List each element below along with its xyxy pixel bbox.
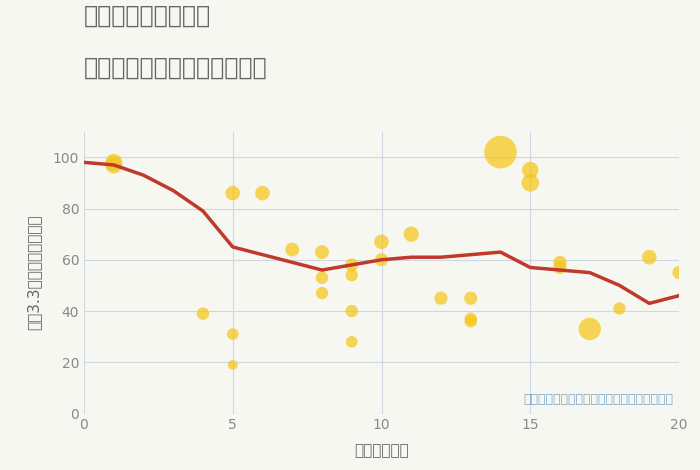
Point [287,246,298,253]
Point [346,338,357,345]
Point [108,161,119,169]
Point [257,189,268,197]
Point [346,307,357,315]
Point [495,149,506,156]
Text: 円の大きさは、取引のあった物件面積を示す: 円の大きさは、取引のあった物件面積を示す [523,393,673,406]
Point [465,318,476,325]
Point [346,261,357,269]
Point [108,158,119,166]
Point [614,305,625,312]
Point [197,310,209,317]
X-axis label: 駅距離（分）: 駅距離（分） [354,444,409,459]
Point [316,290,328,297]
Point [644,253,655,261]
Point [554,258,566,266]
Point [525,166,536,174]
Point [227,330,238,338]
Text: 岐阜県瑞穂市七崎の: 岐阜県瑞穂市七崎の [84,4,211,28]
Point [406,230,417,238]
Point [465,315,476,322]
Point [525,179,536,187]
Point [346,271,357,279]
Point [316,248,328,256]
Point [376,256,387,264]
Point [465,295,476,302]
Point [554,264,566,271]
Point [316,274,328,282]
Point [435,295,447,302]
Y-axis label: 坪（3.3㎡）単価（万円）: 坪（3.3㎡）単価（万円） [27,215,42,330]
Point [376,238,387,246]
Point [584,325,595,333]
Text: 駅距離別中古マンション価格: 駅距離別中古マンション価格 [84,56,267,80]
Point [673,269,685,276]
Point [227,189,238,197]
Point [227,361,238,368]
